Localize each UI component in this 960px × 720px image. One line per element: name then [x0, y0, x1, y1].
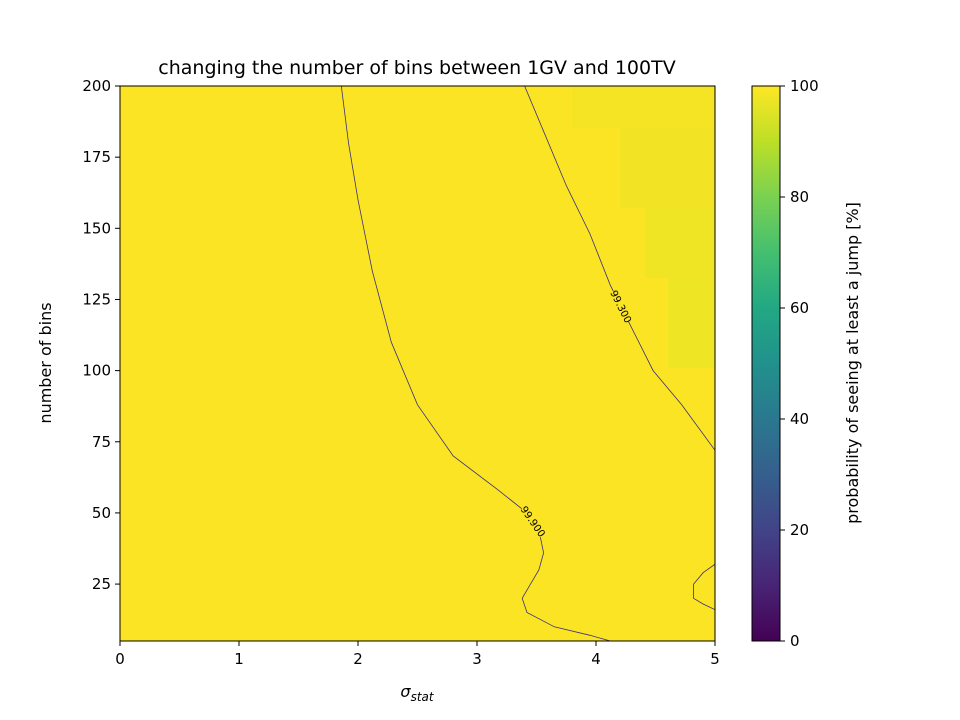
- plot-frame: [119, 85, 716, 642]
- colorbar-tick-label: 80: [790, 188, 809, 206]
- x-axis-symbol: σ: [400, 682, 411, 701]
- x-axis-label: σstat: [400, 682, 434, 704]
- colorbar-tick-label: 100: [790, 77, 819, 95]
- colorbar-ticks: 0 20 40 60 80 100: [780, 77, 819, 650]
- x-tick-label: 0: [115, 650, 125, 668]
- y-tick-label: 75: [92, 433, 111, 451]
- colorbar: [751, 85, 781, 642]
- x-tick-label: 2: [353, 650, 363, 668]
- y-tick-label: 100: [82, 362, 111, 380]
- y-tick-label: 25: [92, 575, 111, 593]
- colorbar-label: probability of seeing at least a jump [%…: [843, 202, 862, 524]
- x-axis: 0 1 2 3 4 5: [115, 641, 720, 668]
- heatmap-background: [120, 86, 715, 641]
- y-tick-label: 175: [82, 148, 111, 166]
- contour-label-bg: [517, 503, 549, 540]
- x-axis-subscript: stat: [411, 690, 435, 704]
- colorbar-tick-label: 40: [790, 410, 809, 428]
- y-tick-label: 150: [82, 219, 111, 237]
- heatmap-field: [120, 86, 715, 641]
- contour-line: [524, 86, 715, 451]
- contour-label-bg: [607, 288, 635, 325]
- y-axis: 25 50 75 100 125 150 175 200: [82, 77, 120, 593]
- colorbar-tick-label: 20: [790, 521, 809, 539]
- y-tick-label: 125: [82, 290, 111, 308]
- x-tick-label: 4: [591, 650, 601, 668]
- chart-title: changing the number of bins between 1GV …: [158, 57, 675, 79]
- y-tick-label: 200: [82, 77, 111, 95]
- x-tick-label: 5: [710, 650, 720, 668]
- contour-line: [693, 563, 715, 611]
- heatmap-cell: [645, 208, 715, 278]
- heatmap-cell: [620, 128, 715, 208]
- colorbar-tick-label: 60: [790, 299, 809, 317]
- heatmap-cell: [668, 278, 715, 368]
- colorbar-tick-label: 0: [790, 632, 800, 650]
- x-tick-label: 1: [234, 650, 244, 668]
- heatmap-cell: [572, 86, 715, 128]
- y-tick-label: 50: [92, 504, 111, 522]
- x-tick-label: 3: [472, 650, 482, 668]
- y-axis-label: number of bins: [36, 302, 55, 423]
